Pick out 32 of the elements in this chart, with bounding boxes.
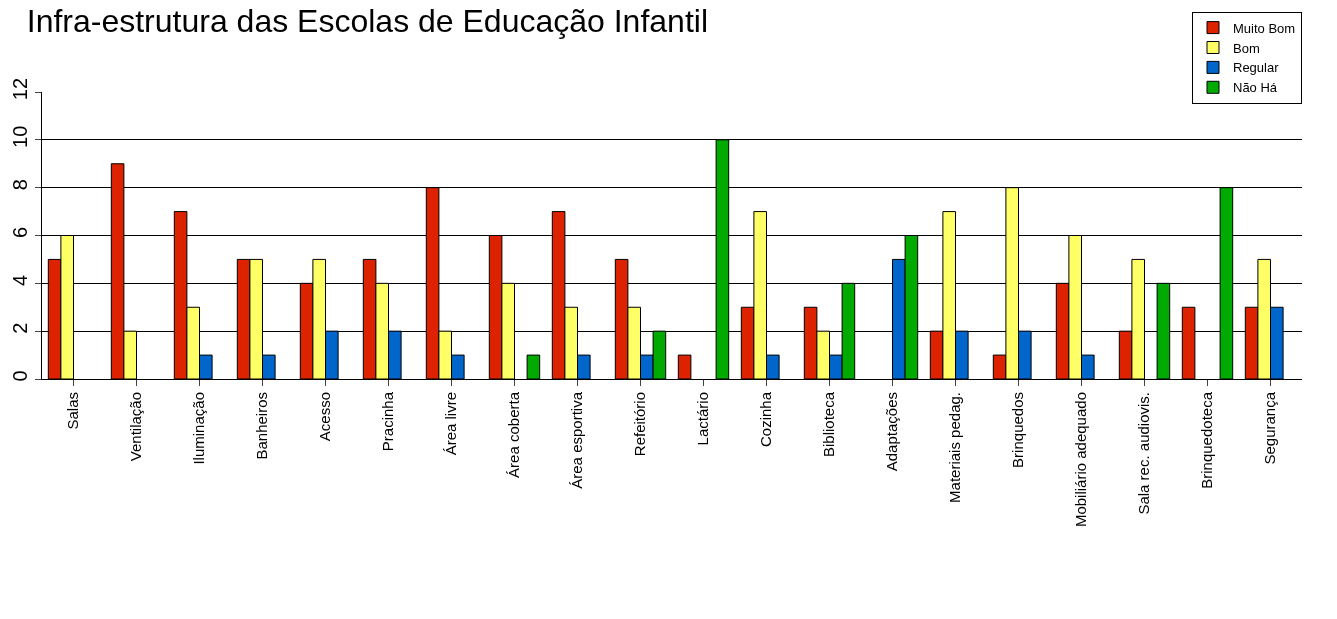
x-tick-label: Ventilação <box>127 392 145 462</box>
y-tick-label: 6 <box>9 226 31 239</box>
x-tick-label: Brinquedos <box>1009 392 1027 468</box>
y-tick-label: 10 <box>9 125 31 148</box>
x-tick-label: Acesso <box>316 392 334 442</box>
x-tick-label: Cozinha <box>757 391 775 448</box>
x-tick-label: Salas <box>64 392 82 430</box>
x-tick-label: Biblioteca <box>820 391 838 458</box>
x-tick-label: Banheiros <box>253 392 271 460</box>
x-tick-label: Mobiliário adequado <box>1072 392 1090 528</box>
y-tick-label: 12 <box>9 77 31 101</box>
x-tick-label: Brinquedoteca <box>1198 391 1216 489</box>
x-tick-label: Materiais pedag. <box>946 392 964 503</box>
legend-label: Não Há <box>1233 80 1278 96</box>
x-tick-label: Iluminação <box>190 392 208 465</box>
y-tick-label: 4 <box>9 274 31 286</box>
x-tick-label: Área coberta <box>505 391 523 478</box>
legend-label: Regular <box>1233 60 1280 76</box>
x-tick-label: Área esportiva <box>568 391 586 489</box>
y-tick-label: 2 <box>9 322 31 334</box>
x-tick-label: Lactário <box>694 392 712 446</box>
x-tick-label: Sala rec. audiovis. <box>1135 392 1153 515</box>
x-tick-label: Pracinha <box>379 391 397 452</box>
legend-label: Bom <box>1233 40 1260 56</box>
y-tick-label: 0 <box>9 370 31 382</box>
x-tick-label: Segurança <box>1261 391 1279 465</box>
chart-title: Infra-estrutura das Escolas de Educação Infantil <box>26 2 709 39</box>
y-tick-label: 8 <box>9 179 31 191</box>
legend-label: Muito Bom <box>1233 20 1296 36</box>
x-tick-label: Área livre <box>442 392 460 456</box>
x-tick-label: Refeitório <box>631 392 649 457</box>
x-tick-label: Adaptações <box>883 392 901 472</box>
